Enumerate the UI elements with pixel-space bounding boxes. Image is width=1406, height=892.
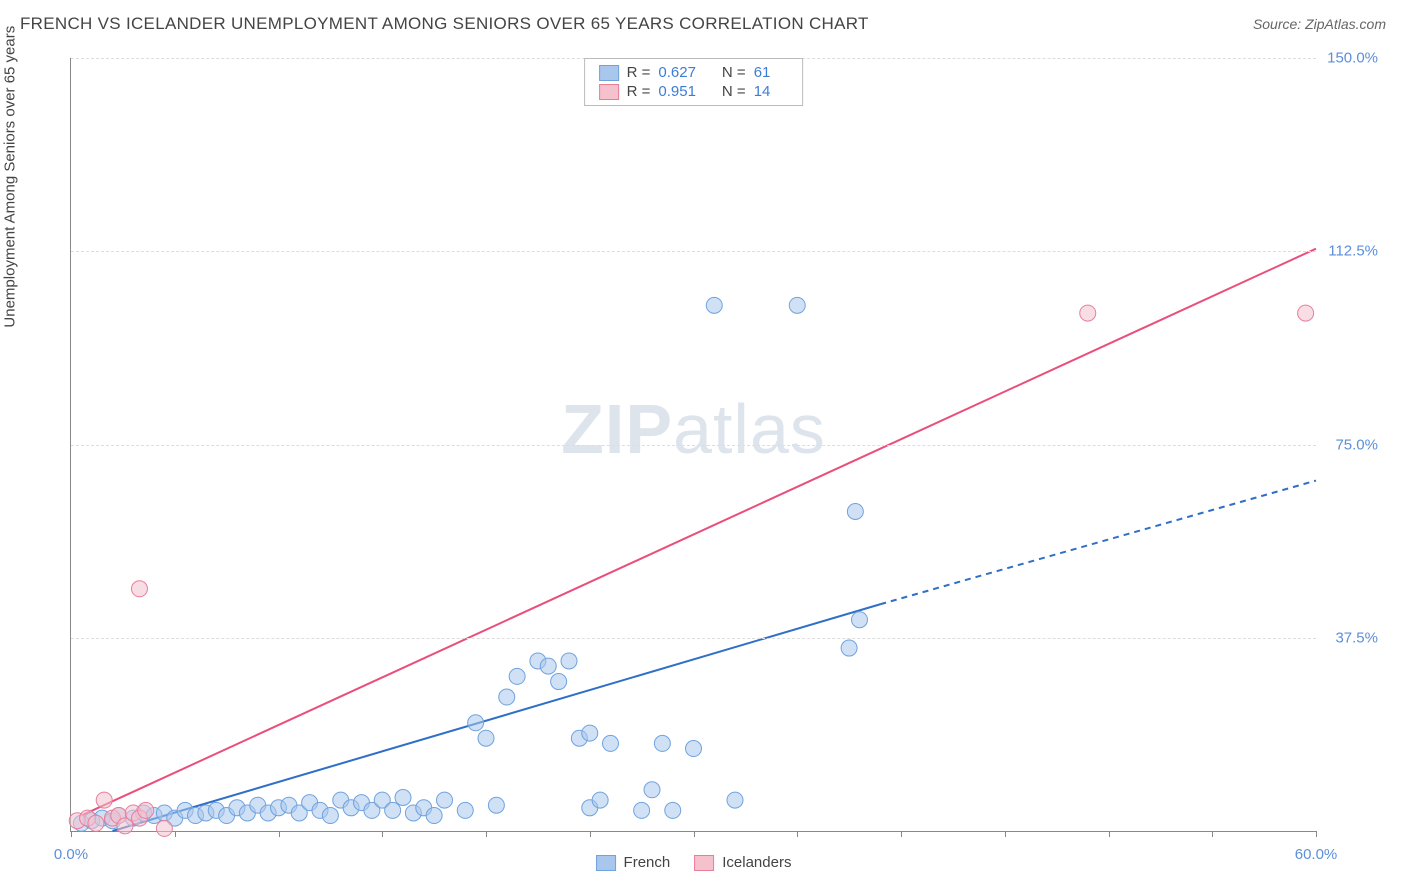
stat-r-french: 0.627 bbox=[658, 64, 696, 81]
stat-n-icelanders: 14 bbox=[754, 83, 771, 100]
x-tick-label: 0.0% bbox=[54, 846, 88, 863]
legend-item-french: French bbox=[596, 854, 671, 871]
swatch-icelanders bbox=[694, 855, 714, 871]
stat-label: N = bbox=[722, 64, 746, 81]
stat-label: R = bbox=[627, 83, 651, 100]
stat-n-french: 61 bbox=[754, 64, 771, 81]
legend-item-icelanders: Icelanders bbox=[694, 854, 791, 871]
y-axis-label: Unemployment Among Seniors over 65 years bbox=[2, 26, 19, 328]
legend-label: Icelanders bbox=[722, 854, 791, 871]
legend-stats-box: R = 0.627 N = 61 R = 0.951 N = 14 bbox=[584, 58, 804, 106]
legend-label: French bbox=[624, 854, 671, 871]
legend-bottom: French Icelanders bbox=[596, 854, 792, 871]
source-label: Source: ZipAtlas.com bbox=[1253, 16, 1386, 32]
swatch-icelanders bbox=[599, 84, 619, 100]
y-tick-label: 75.0% bbox=[1335, 436, 1378, 453]
stat-label: R = bbox=[627, 64, 651, 81]
x-tick-label: 60.0% bbox=[1295, 846, 1338, 863]
y-tick-label: 150.0% bbox=[1327, 50, 1378, 67]
swatch-french bbox=[596, 855, 616, 871]
stat-label: N = bbox=[722, 83, 746, 100]
chart-container: Unemployment Among Seniors over 65 years… bbox=[20, 48, 1386, 892]
plot-area: ZIPatlas R = 0.627 N = 61 R = 0.951 N = … bbox=[70, 58, 1316, 832]
title-bar: FRENCH VS ICELANDER UNEMPLOYMENT AMONG S… bbox=[0, 0, 1406, 40]
legend-stats-row: R = 0.627 N = 61 bbox=[599, 63, 789, 82]
y-tick-label: 37.5% bbox=[1335, 629, 1378, 646]
swatch-french bbox=[599, 65, 619, 81]
stat-r-icelanders: 0.951 bbox=[658, 83, 696, 100]
y-tick-label: 112.5% bbox=[1328, 243, 1378, 260]
chart-title: FRENCH VS ICELANDER UNEMPLOYMENT AMONG S… bbox=[20, 14, 869, 34]
legend-stats-row: R = 0.951 N = 14 bbox=[599, 82, 789, 101]
